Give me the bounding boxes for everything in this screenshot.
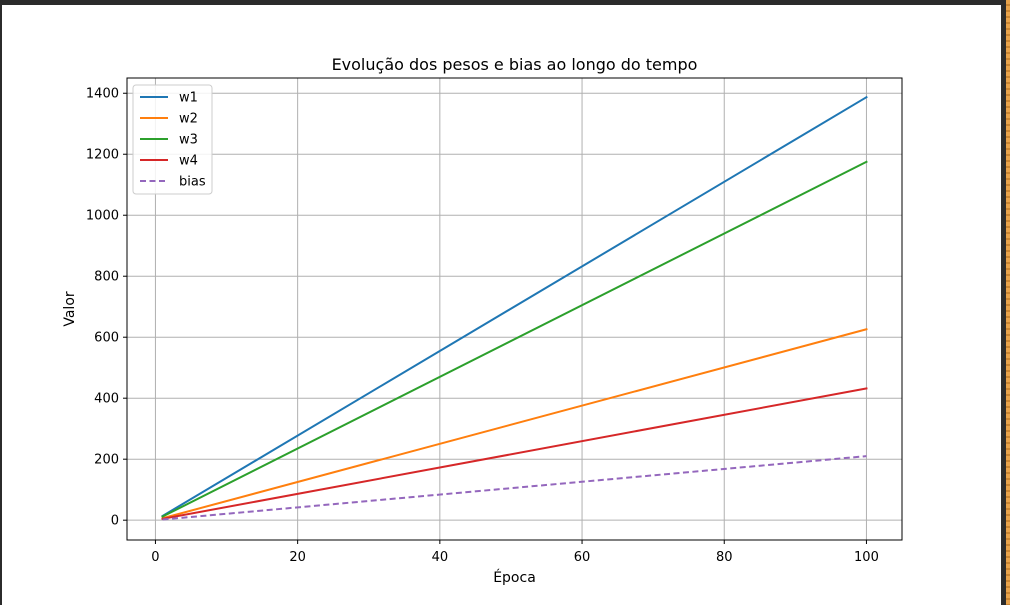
window-top-border [0, 0, 1010, 5]
window-right-border [1001, 0, 1006, 605]
plot-area-frame [126, 77, 903, 541]
legend: w1 w2 w3 w4 bias [132, 84, 213, 195]
window-side-strip [1006, 0, 1010, 605]
series-line-w4 [161, 387, 868, 521]
series-line-w1 [161, 95, 868, 518]
window-left-border [0, 5, 2, 605]
x-tick-label: 60 [574, 550, 591, 565]
y-tick-label: 800 [94, 270, 119, 285]
legend-label-w3: w3 [179, 133, 198, 148]
series-line-w2 [161, 328, 868, 520]
grid-lines [127, 78, 902, 540]
legend-label-w4: w4 [179, 154, 198, 169]
y-axis-title: Valor [62, 291, 78, 327]
x-tick-label: 80 [716, 550, 733, 565]
series-line-bias [162, 455, 867, 521]
y-tick-label: 1000 [86, 209, 119, 224]
y-tick-label: 1400 [86, 87, 119, 102]
y-tick-label: 1200 [86, 148, 119, 163]
chart-title: Evolução dos pesos e bias ao longo do te… [332, 55, 698, 74]
x-tick-label: 40 [432, 550, 449, 565]
y-tick-label: 200 [94, 453, 119, 468]
x-tick-label: 20 [289, 550, 306, 565]
y-tick-label: 0 [111, 514, 119, 529]
x-tick-label: 100 [854, 550, 879, 565]
y-tick-label: 400 [94, 392, 119, 407]
legend-label-w1: w1 [179, 91, 198, 106]
y-tick-label: 600 [94, 331, 119, 346]
series-line-w3 [161, 160, 868, 518]
legend-label-bias: bias [179, 175, 206, 190]
series-lines [161, 95, 868, 521]
x-axis-title: Época [493, 569, 536, 586]
legend-box [132, 84, 213, 195]
x-tick-label: 0 [151, 550, 159, 565]
legend-label-w2: w2 [179, 112, 198, 127]
